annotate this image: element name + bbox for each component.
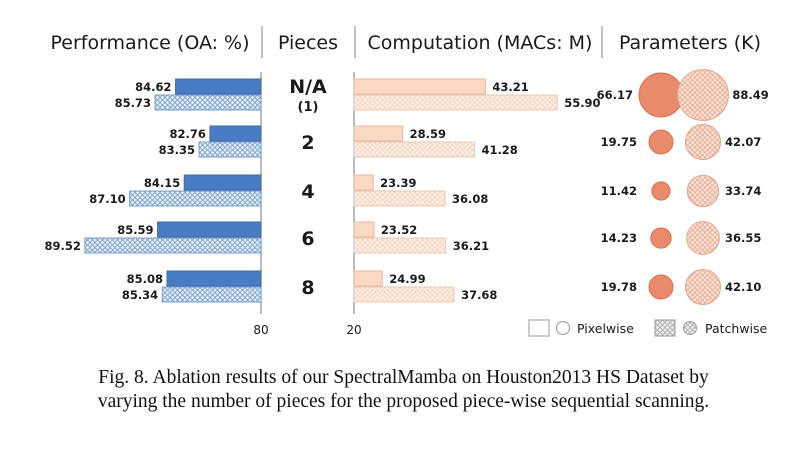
parameters-circle-patchwise [686,221,720,255]
performance-bar-pixelwise [209,125,262,142]
computation-value-label: 28.59 [410,127,446,141]
parameters-circle-patchwise [686,174,720,208]
performance-bar-patchwise [129,190,262,207]
legend-patchwise-label: Patchwise [705,321,768,336]
computation-value-label: 37.68 [461,288,497,302]
ablation-figure: Performance (OA: %) Pieces Computation (… [44,26,769,337]
parameters-value-label: 11.42 [601,184,637,198]
parameters-circle-pixelwise [651,181,671,201]
performance-bar-patchwise [154,94,262,111]
parameters-value-label: 88.49 [732,88,768,102]
performance-value-label: 85.08 [127,272,163,286]
computation-value-label: 41.28 [481,143,517,157]
computation-value-label: 23.52 [381,223,417,237]
computation-axis-tick: 20 [346,323,361,337]
computation-bar-pixelwise [353,221,375,238]
computation-bar-patchwise [353,286,455,303]
legend-patchwise-circle [683,321,697,335]
parameters-value-label: 36.55 [725,231,761,245]
pieces-label: 4 [301,181,314,203]
legend-pixelwise-circle [556,321,570,335]
parameters-circle-pixelwise [648,129,674,155]
computation-bar-patchwise [353,141,475,158]
legend-pixelwise-label: Pixelwise [577,321,634,336]
parameters-circle-pixelwise [638,72,684,118]
pieces-label: 6 [301,228,314,250]
parameters-circle-pixelwise [650,227,672,249]
computation-header: Computation (MACs: M) [368,32,593,54]
computation-bar-patchwise [353,237,447,254]
performance-bar-pixelwise [166,270,262,287]
computation-value-label: 36.08 [452,192,488,206]
parameters-value-label: 14.23 [601,231,637,245]
parameters-value-label: 42.10 [725,280,761,294]
legend-pixelwise-swatch [528,319,550,337]
parameters-circle-pixelwise [648,274,674,300]
pieces-label: 8 [301,277,314,299]
pieces-header: Pieces [278,32,338,54]
performance-value-label: 85.73 [115,96,151,110]
computation-value-label: 55.90 [564,96,600,110]
performance-bar-patchwise [84,237,262,254]
computation-value-label: 43.21 [492,80,528,94]
pieces-label: N/A [289,76,327,98]
parameters-value-label: 33.74 [725,184,761,198]
performance-bar-pixelwise [183,174,262,191]
performance-header: Performance (OA: %) [50,32,249,54]
performance-value-label: 84.15 [144,176,180,190]
performance-bar-pixelwise [175,78,262,95]
parameters-header: Parameters (K) [619,32,761,54]
performance-axis-tick: 80 [253,323,268,337]
performance-bar-patchwise [161,286,262,303]
parameters-circle-patchwise [677,69,729,121]
legend-patchwise-swatch [654,319,676,337]
pieces-sublabel: (1) [298,100,319,115]
performance-value-label: 87.10 [89,192,125,206]
performance-bar-pixelwise [157,221,262,238]
figure-caption: Fig. 8. Ablation results of our Spectral… [0,366,807,414]
computation-bar-patchwise [353,190,446,207]
caption-line-2: varying the number of pieces for the pro… [97,391,710,412]
parameters-value-label: 66.17 [597,88,633,102]
parameters-value-label: 42.07 [725,135,761,149]
computation-value-label: 23.39 [380,176,416,190]
computation-bar-pixelwise [353,78,486,95]
performance-value-label: 85.59 [117,223,153,237]
performance-value-label: 82.76 [170,127,206,141]
performance-value-label: 84.62 [135,80,171,94]
parameters-value-label: 19.75 [601,135,637,149]
computation-bar-patchwise [353,94,558,111]
computation-value-label: 24.99 [389,272,425,286]
parameters-circle-patchwise [684,123,722,161]
performance-value-label: 83.35 [159,143,195,157]
performance-value-label: 85.34 [122,288,158,302]
pieces-label: 2 [301,132,314,154]
computation-bar-pixelwise [353,174,374,191]
computation-value-label: 36.21 [453,239,489,253]
caption-line-1: Fig. 8. Ablation results of our Spectral… [98,367,709,388]
computation-bar-pixelwise [353,270,383,287]
performance-value-label: 89.52 [44,239,80,253]
performance-bar-patchwise [198,141,262,158]
parameters-value-label: 19.78 [601,280,637,294]
chart-marks: 84.62 85.73 43.21 55.90 N/A (1) 66.17 88.49 82.7… [44,69,769,306]
parameters-circle-patchwise [684,268,722,306]
computation-bar-pixelwise [353,125,404,142]
